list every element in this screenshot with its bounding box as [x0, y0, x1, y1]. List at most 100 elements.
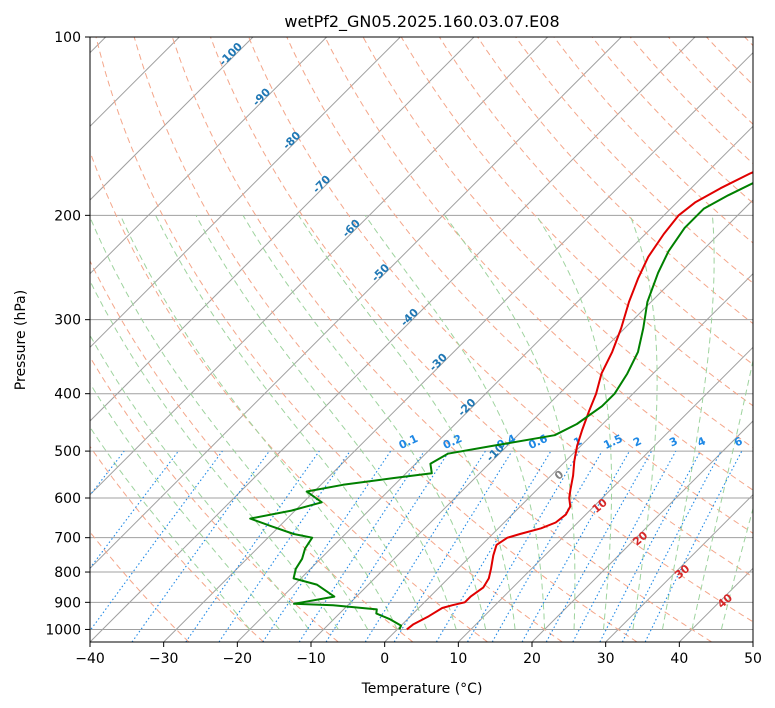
- dry-adiabat-line: [171, 37, 712, 642]
- dry-adiabat-line: [477, 37, 753, 325]
- mixing-ratio-line: [131, 450, 270, 642]
- isotherm-label: -50: [369, 261, 392, 284]
- isotherm-label: -90: [250, 85, 273, 108]
- dewpoint-profile-line: [249, 181, 753, 630]
- y-tick-label: 900: [54, 595, 81, 611]
- mixing-ratio-line: [218, 450, 351, 642]
- x-tick-label: −40: [75, 651, 105, 667]
- moist-adiabat-line: [364, 215, 546, 630]
- moist-adiabat-line: [90, 426, 251, 630]
- isotherm-label: -30: [427, 351, 450, 374]
- x-tick-label: 20: [523, 651, 541, 667]
- sounding-profiles: [249, 171, 753, 631]
- y-tick-label: 800: [54, 565, 81, 581]
- isotherm-label: -80: [280, 129, 303, 152]
- mixing-ratio-label: 4: [695, 434, 708, 449]
- dry-adiabat-line: [210, 37, 753, 623]
- dry-adiabat-line: [90, 259, 414, 642]
- isotherm-line: [236, 125, 753, 642]
- chart-title: wetPf2_GN05.2025.160.03.07.E08: [284, 12, 559, 32]
- isotherm-line: [90, 37, 549, 496]
- moist-adiabat-line: [90, 334, 310, 630]
- x-tick-label: 0: [380, 651, 389, 667]
- dry-adiabat-line: [95, 37, 563, 642]
- moist-adiabat-line: [90, 215, 369, 630]
- plot-frame: [89, 36, 754, 643]
- isotherm-line: [163, 51, 753, 642]
- moist-adiabat-line: [90, 279, 339, 630]
- mixing-ratio-line: [435, 450, 552, 642]
- x-tick-label: −30: [149, 651, 179, 667]
- background-lines: [90, 37, 753, 642]
- line-labels: 0.10.20.40.611.52346810131620253036-100-…: [216, 40, 772, 611]
- x-tick-label: 30: [597, 651, 615, 667]
- dry-adiabat-label: 30: [672, 562, 692, 582]
- y-tick-label: 200: [54, 208, 81, 224]
- y-tick-label: 1000: [45, 622, 81, 638]
- y-tick-label: 600: [54, 491, 81, 507]
- isotherm-label: -20: [455, 396, 478, 419]
- mixing-ratio-line: [599, 450, 701, 642]
- mixing-ratio-line: [644, 450, 743, 642]
- mixing-ratio-line: [185, 450, 320, 642]
- dry-adiabat-line: [668, 37, 753, 125]
- dry-adiabat-line: [248, 37, 753, 578]
- dry-adiabat-line: [286, 37, 753, 534]
- moist-adiabat-line: [629, 215, 658, 630]
- moist-adiabat-line: [119, 215, 398, 630]
- isotherm-line: [605, 493, 753, 642]
- mixing-ratio-line: [393, 450, 513, 642]
- dry-adiabat-line: [706, 37, 753, 86]
- moist-adiabat-line: [242, 215, 487, 630]
- moist-adiabat-line: [444, 215, 576, 630]
- isotherm-line: [90, 37, 401, 349]
- isotherm-line: [457, 346, 753, 642]
- x-tick-label: −20: [223, 651, 253, 667]
- moist-adiabat-line: [195, 215, 457, 630]
- mixing-ratio-line: [90, 450, 179, 570]
- isotherm-label: -70: [310, 172, 333, 195]
- isotherm-line: [90, 37, 622, 570]
- mixing-ratio-label: 8: [760, 434, 772, 449]
- moist-adiabat-line: [691, 358, 753, 630]
- x-tick-label: 50: [744, 651, 762, 667]
- temperature-profile-line: [406, 171, 753, 631]
- isotherm-label: -100: [216, 40, 245, 69]
- moist-adiabat-line: [535, 215, 613, 630]
- isotherm-line: [752, 641, 753, 642]
- mixing-ratio-line: [521, 450, 630, 642]
- moist-adiabat-line: [90, 382, 280, 630]
- isotherm-line: [90, 37, 696, 642]
- mixing-ratio-label: 0.6: [526, 432, 549, 452]
- mixing-ratio-line: [545, 450, 653, 642]
- isotherm-line: [678, 567, 753, 642]
- axes: −40 −30 −20 −10 0 10 20 30 40 50 1000 900 800 700 600 5…: [45, 30, 762, 667]
- y-tick-label: 100: [54, 30, 81, 46]
- x-tick-label: 40: [670, 651, 688, 667]
- isotherm-line: [90, 37, 475, 422]
- mixing-ratio-line: [298, 450, 425, 642]
- moist-adiabat-line: [661, 215, 715, 630]
- y-tick-label: 700: [54, 531, 81, 547]
- mixing-ratio-label: 2: [631, 434, 643, 449]
- x-axis-label: Temperature (°C): [361, 681, 483, 697]
- moist-adiabat-line: [298, 215, 516, 630]
- mixing-ratio-line: [325, 450, 450, 642]
- y-axis-label: Pressure (hPa): [13, 290, 29, 390]
- mixing-ratio-line: [90, 450, 223, 632]
- dry-adiabat-label: 20: [630, 529, 650, 549]
- y-tick-label: 500: [54, 444, 81, 460]
- y-tick-label: 300: [54, 313, 81, 329]
- mixing-ratio-line: [572, 450, 677, 642]
- mixing-ratio-line: [262, 450, 392, 642]
- dry-adiabat-line: [324, 37, 753, 491]
- dry-adiabat-line: [133, 37, 638, 642]
- y-tick-label: 400: [54, 387, 81, 403]
- isotherm-line: [90, 37, 254, 201]
- dry-adiabat-line: [744, 37, 753, 47]
- mixing-ratio-label: 1.5: [602, 432, 625, 452]
- isotherm-label: -60: [340, 217, 363, 240]
- isotherm-label: -40: [398, 306, 421, 329]
